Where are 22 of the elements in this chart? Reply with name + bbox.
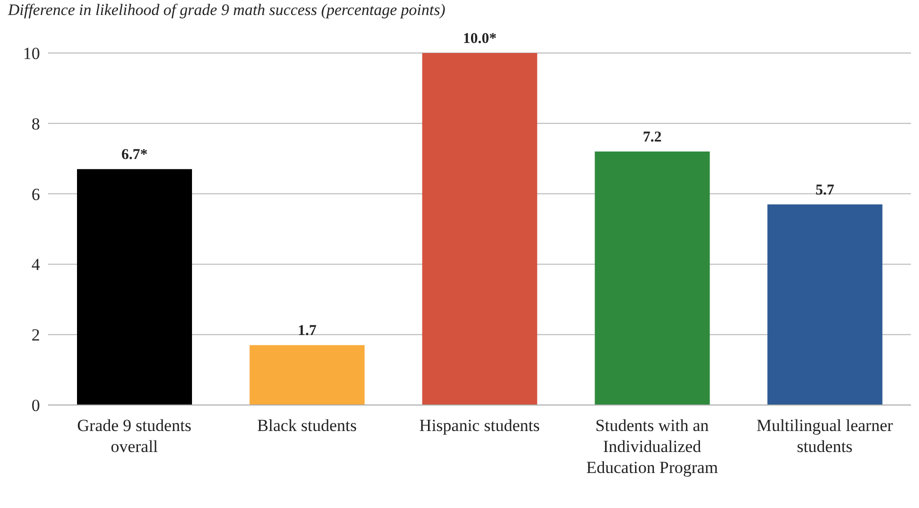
- x-tick-label: Hispanic students: [419, 416, 540, 436]
- bar: [250, 345, 365, 405]
- y-tick-label: 2: [32, 326, 40, 345]
- x-tick-label: Multilingual learner students: [756, 416, 894, 456]
- y-tick-label: 10: [23, 44, 40, 64]
- bar: [594, 152, 710, 405]
- x-tick-label: Grade 9 students overall: [77, 416, 192, 456]
- bar: [77, 169, 192, 405]
- chart-title: Difference in likelihood of grade 9 math success (percentage points): [8, 2, 446, 20]
- x-tick-label: Black students: [257, 416, 357, 436]
- data-label: 7.2: [642, 130, 662, 146]
- data-label: 1.7: [298, 323, 317, 340]
- y-tick-label: 6: [32, 184, 40, 204]
- y-tick-label: 8: [32, 114, 40, 134]
- y-tick-label: 0: [32, 396, 40, 416]
- y-tick-label: 4: [32, 255, 40, 274]
- data-label: 5.7: [816, 182, 835, 198]
- bar: [422, 53, 538, 405]
- bar: [767, 204, 882, 405]
- x-tick-label: Students with an Individualized Education Program: [586, 416, 718, 478]
- data-label: 10.0*: [462, 31, 497, 47]
- data-label: 6.7*: [121, 147, 148, 164]
